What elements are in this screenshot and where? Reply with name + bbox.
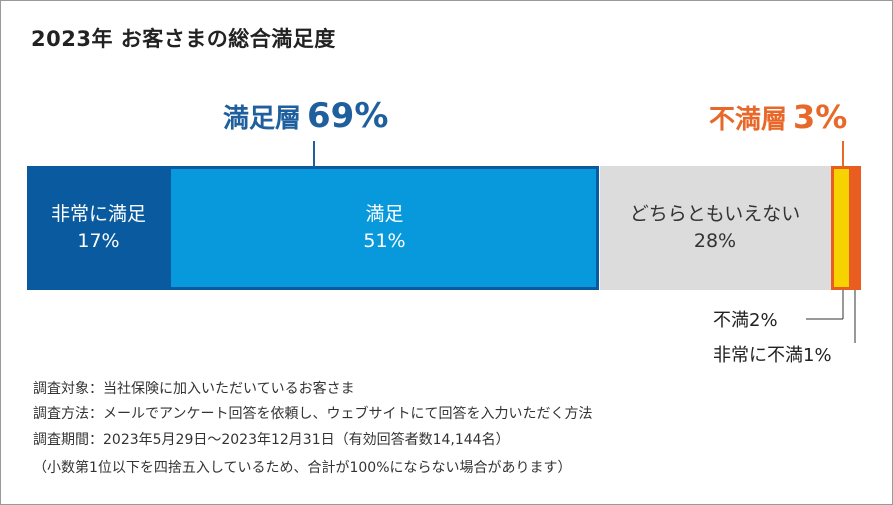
footnote-rounding: （小数第1位以下を四捨五入しているため、合計が100%にならない場合があります） — [33, 460, 572, 476]
satisfied-group-label: 満足層 69% — [223, 96, 388, 136]
seg-satisfied-label: 満足 — [365, 203, 404, 225]
dissatisfied-side-label: 不満2% — [713, 310, 778, 331]
chart-title: 2023年 お客さまの総合満足度 — [31, 27, 336, 51]
segment-divider — [169, 166, 171, 290]
seg-satisfied-value: 51% — [363, 230, 406, 252]
stacked-bar: 非常に満足 17% 満足 51% どちらともいえない 28% — [27, 166, 861, 290]
segment-divider — [598, 166, 600, 290]
seg-neutral-value: 28% — [693, 230, 737, 252]
footnote-method: 調査方法：メールでアンケート回答を依頼し、ウェブサイトにて回答を入力いただく方法 — [33, 406, 593, 422]
satisfied-group-name: 満足層 — [223, 104, 302, 134]
footnote-target: 調査対象：当社保険に加入いただいているお客さま — [33, 381, 355, 397]
seg-neutral: どちらともいえない 28% — [599, 166, 831, 290]
dissatisfied-group-label: 不満層 3% — [709, 98, 847, 136]
satisfied-group-outline — [27, 166, 599, 290]
seg-satisfied: 満足 51% — [170, 166, 599, 290]
footnote-period: 調査期間：2023年5月29日～2023年12月31日（有効回答者数14,144… — [33, 432, 510, 448]
dissatisfied-group-name: 不満層 — [709, 105, 788, 135]
seg-very-satisfied: 非常に満足 17% — [27, 166, 170, 290]
dissatisfied-group-outline — [831, 166, 861, 290]
seg-very-satisfied-value: 17% — [77, 230, 120, 252]
very-dissatisfied-side-label: 非常に不満1% — [713, 345, 832, 366]
satisfied-group-value: 69% — [307, 96, 389, 136]
seg-very-satisfied-label: 非常に満足 — [50, 203, 146, 225]
dissatisfied-group-value: 3% — [793, 98, 848, 136]
seg-neutral-label: どちらともいえない — [629, 203, 801, 225]
